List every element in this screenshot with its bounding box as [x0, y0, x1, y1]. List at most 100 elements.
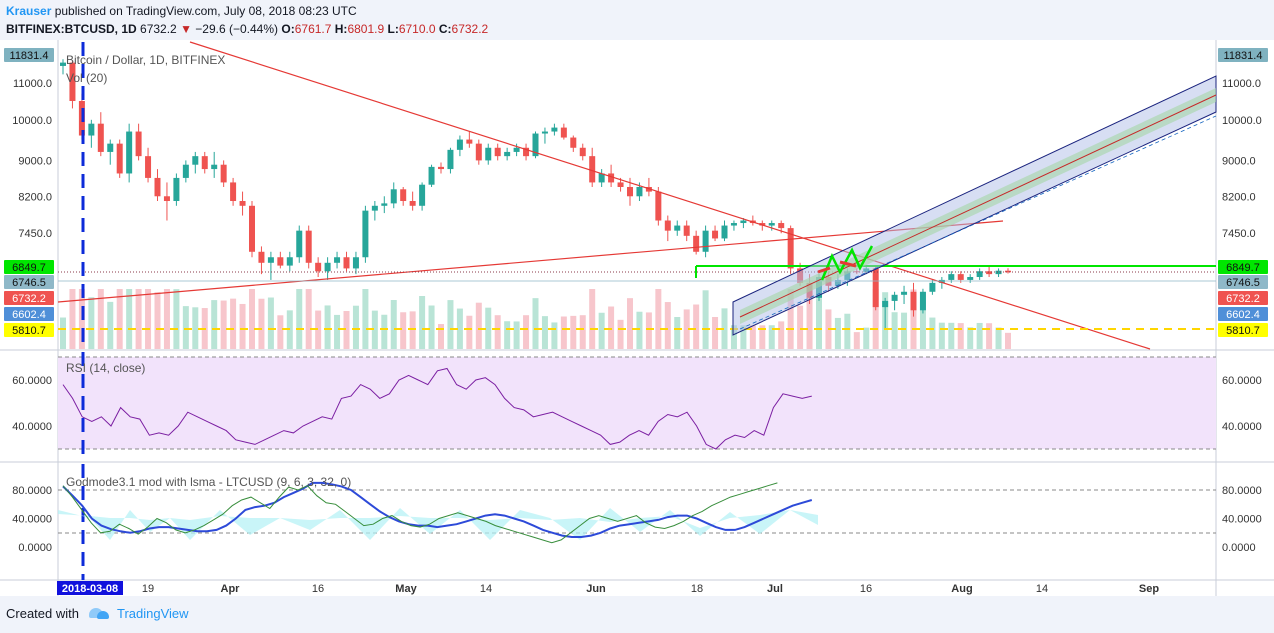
- close-label: C:: [438, 22, 452, 36]
- volume-bar: [749, 325, 756, 349]
- godmode-tick-label: 40.0000: [1222, 514, 1262, 526]
- candle-body: [995, 270, 1002, 275]
- price-marker-label: 11831.4: [10, 50, 49, 62]
- candle-body: [315, 262, 322, 272]
- x-tick-label: 14: [1036, 583, 1048, 595]
- pattern-marks: [817, 260, 857, 274]
- axis-layer: 11000.0 11000.0 10000.0 10000.0 9000.0 9000.0…: [4, 48, 1268, 595]
- volume-bar: [211, 300, 218, 349]
- candle-body: [948, 274, 955, 280]
- volume-bar: [173, 289, 180, 349]
- open-value: 6761.7: [294, 22, 332, 36]
- candle-body: [456, 139, 463, 150]
- candle-body: [655, 191, 662, 221]
- volume-bar: [239, 303, 246, 349]
- candle-body: [192, 156, 199, 165]
- volume-bar: [570, 315, 577, 349]
- candle-body: [409, 201, 416, 206]
- y-tick-label: 9000.0: [18, 155, 52, 167]
- volume-bar: [249, 289, 255, 349]
- candle-body: [296, 230, 303, 258]
- price-marker-label: 6849.7: [12, 262, 46, 274]
- candle-body: [173, 177, 180, 202]
- chart-frame[interactable]: Bitcoin / Dollar, 1D, BITFINEX Vol (20) …: [0, 40, 1274, 596]
- candle-body: [352, 257, 359, 269]
- candle-body: [560, 127, 567, 138]
- author-link[interactable]: Krauser: [6, 4, 52, 18]
- x-tick-label: Jul: [767, 583, 783, 595]
- volume-bar: [702, 290, 709, 349]
- close-value: 6732.2: [451, 22, 489, 36]
- volume-bar: [948, 322, 955, 349]
- volume-bar: [409, 311, 416, 349]
- channel-dashed: [739, 115, 1217, 330]
- volume-bar: [352, 305, 359, 349]
- candle-body: [570, 137, 577, 148]
- price-marker-label: 6732.2: [1226, 293, 1260, 305]
- price-marker-label: 6746.5: [12, 277, 46, 289]
- projection-arrow[interactable]: [820, 245, 874, 281]
- candle-body: [579, 147, 586, 157]
- candle-body: [126, 131, 133, 174]
- x-tick-label: Apr: [221, 583, 241, 595]
- created-with-text: Created with: [6, 606, 79, 621]
- price-marker: [4, 48, 54, 62]
- volume-bar: [419, 296, 426, 349]
- candle-body: [617, 182, 624, 187]
- candle-body: [551, 127, 558, 132]
- y-tick-label: 9000.0: [1222, 155, 1256, 167]
- candle-body: [787, 228, 794, 269]
- godmode-tick-label: 0.0000: [1222, 542, 1256, 554]
- candle-body: [324, 262, 331, 272]
- volume-bar: [674, 317, 681, 349]
- candle-body: [891, 294, 898, 301]
- volume-bar: [334, 314, 341, 349]
- volume-bar: [447, 300, 454, 349]
- candle-body: [239, 201, 246, 206]
- candle-body: [249, 205, 255, 252]
- candle-body: [334, 257, 341, 263]
- volume-bar: [645, 312, 652, 349]
- candle-body: [589, 156, 596, 183]
- volume-bar: [560, 316, 567, 349]
- tradingview-link[interactable]: TradingView: [116, 606, 189, 621]
- candle-body: [967, 277, 974, 280]
- candle-body: [305, 230, 312, 263]
- y-tick-label: 11000.0: [13, 78, 52, 90]
- volume-bar: [664, 302, 671, 349]
- descending-trendline[interactable]: [189, 41, 1151, 350]
- price-marker: [1218, 48, 1268, 62]
- candle-body: [532, 133, 539, 157]
- volume-bar: [315, 310, 322, 349]
- change-value: −29.6 (−0.44%): [195, 22, 279, 36]
- candle-body: [277, 257, 284, 266]
- high-label: H:: [334, 22, 348, 36]
- volume-bar: [504, 321, 511, 349]
- candle-body: [730, 223, 737, 226]
- volume-bar: [608, 306, 615, 349]
- volume-bar: [163, 289, 170, 349]
- x-tick-label: 14: [480, 583, 492, 595]
- volume-bar: [154, 292, 161, 349]
- price-marker-label: 6602.4: [12, 309, 46, 321]
- rsi-title: RSI (14, close): [66, 361, 145, 375]
- volume-bar: [579, 315, 586, 349]
- candle-body: [97, 123, 104, 152]
- main-pane-title: Bitcoin / Dollar, 1D, BITFINEX: [66, 53, 225, 67]
- x-tick-label: Jun: [586, 583, 606, 595]
- ascending-trendline[interactable]: [57, 220, 1004, 303]
- volume-bar: [957, 323, 964, 349]
- candle-body: [986, 271, 993, 275]
- price-marker: [4, 275, 54, 289]
- candle-body: [674, 225, 681, 231]
- x-tick-label: 19: [142, 583, 154, 595]
- candle-body: [768, 223, 775, 226]
- candle-body: [400, 189, 407, 202]
- rsi-band: [58, 357, 1216, 449]
- candle-body: [494, 147, 501, 157]
- candle-body: [201, 156, 208, 170]
- chart-canvas[interactable]: Bitcoin / Dollar, 1D, BITFINEX Vol (20) …: [0, 40, 1274, 596]
- volume-bar: [693, 304, 700, 349]
- volume-bar: [853, 332, 860, 349]
- volume-bar: [305, 289, 312, 349]
